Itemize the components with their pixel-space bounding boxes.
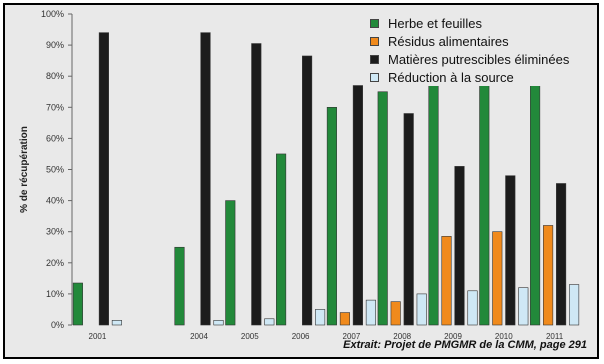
legend-label: Matières putrescibles éliminées — [388, 51, 570, 67]
x-tick-label: 2007 — [343, 332, 361, 341]
y-tick-label: 80% — [46, 71, 64, 81]
legend-swatch — [370, 54, 379, 64]
bar — [441, 236, 452, 326]
legend-swatch — [370, 18, 379, 28]
bar — [390, 301, 401, 326]
bar — [315, 309, 326, 326]
bar — [467, 290, 478, 326]
bar — [556, 183, 567, 326]
bar — [377, 91, 388, 326]
legend-item: Résidus alimentaires — [370, 32, 569, 50]
legend-item: Réduction à la source — [370, 68, 569, 86]
bar — [111, 320, 122, 326]
y-tick-label: 60% — [46, 133, 64, 143]
bar — [225, 200, 236, 326]
y-tick-label: 40% — [46, 196, 64, 206]
x-tick-label: 2001 — [89, 332, 107, 341]
bar — [352, 85, 363, 326]
x-tick-label: 2004 — [190, 332, 208, 341]
bar — [213, 320, 224, 326]
bar — [416, 293, 427, 326]
bar — [302, 55, 313, 326]
legend-item: Matières putrescibles éliminées — [370, 50, 569, 68]
bar — [200, 32, 211, 326]
bar — [276, 153, 287, 326]
legend-item: Herbe et feuilles — [370, 14, 569, 32]
bar — [518, 287, 529, 326]
bar — [428, 82, 439, 326]
bar — [492, 231, 503, 326]
x-tick-label: 2006 — [292, 332, 310, 341]
y-tick-label: 50% — [46, 165, 64, 175]
bar — [339, 312, 350, 326]
legend-swatch — [370, 72, 379, 82]
y-tick-label: 20% — [46, 258, 64, 268]
bar — [569, 284, 580, 326]
x-tick-label: 2011 — [546, 332, 564, 341]
legend-label: Herbe et feuilles — [388, 15, 482, 31]
y-tick-label: 70% — [46, 102, 64, 112]
bar — [264, 318, 275, 326]
bar — [403, 113, 414, 326]
bar — [479, 75, 490, 326]
source-credit: Extrait: Projet de PMGMR de la CMM, page… — [343, 339, 587, 351]
bar — [98, 32, 109, 326]
bar — [174, 246, 185, 326]
bar — [530, 75, 541, 326]
bar — [454, 166, 465, 326]
bar — [505, 175, 516, 326]
bar — [365, 299, 376, 326]
bar — [72, 282, 83, 326]
y-tick-label: 10% — [46, 289, 64, 299]
legend: Herbe et feuilles Résidus alimentaires Mat… — [370, 14, 570, 86]
x-tick-label: 2010 — [495, 332, 513, 341]
chart-frame: 0% 10% 20% 30% 40% 50% 60% 70% 80% 90% 100% % de ré… — [3, 3, 599, 359]
y-tick-label: 0% — [51, 320, 64, 330]
legend-swatch — [370, 36, 379, 46]
y-tick-label: 100% — [41, 9, 64, 19]
bar — [543, 225, 554, 326]
x-tick-label: 2005 — [241, 332, 259, 341]
y-tick-label: 90% — [46, 40, 64, 50]
legend-label: Réduction à la source — [388, 69, 514, 85]
y-tick-label: 30% — [46, 227, 64, 237]
bar — [326, 107, 337, 326]
legend-label: Résidus alimentaires — [388, 33, 509, 49]
bar — [251, 43, 262, 326]
bar-chart: 0% 10% 20% 30% 40% 50% 60% 70% 80% 90% 100% % de ré… — [19, 9, 580, 341]
y-axis-title: % de récupération — [19, 126, 30, 213]
x-tick-label: 2009 — [444, 332, 462, 341]
x-tick-label: 2008 — [393, 332, 411, 341]
